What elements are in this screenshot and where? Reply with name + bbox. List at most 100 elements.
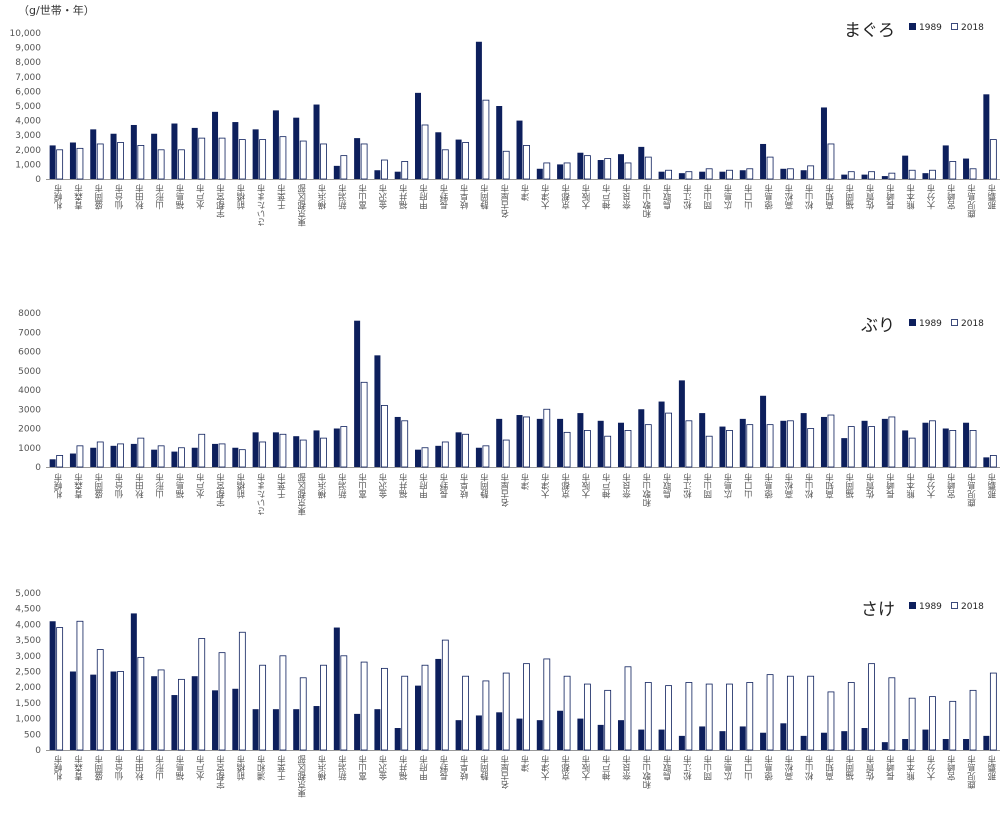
- bar-2018: [786, 168, 794, 180]
- bar-1989: [861, 728, 868, 750]
- bar-2018: [320, 437, 327, 468]
- category-label: 山口市: [744, 183, 754, 210]
- bar-2018: [462, 675, 470, 751]
- bar-2018: [827, 414, 835, 468]
- bar-2018: [604, 689, 612, 751]
- bar-2018: [929, 169, 936, 180]
- bar-1989: [272, 709, 279, 750]
- bar-2018: [746, 682, 754, 751]
- category-label: 福岡市: [846, 183, 856, 210]
- bar-2018: [299, 140, 307, 180]
- category-label: 新潟市: [338, 472, 348, 499]
- bar-2018: [563, 675, 571, 751]
- legend-swatch-1989: [909, 319, 916, 326]
- bar-2018: [502, 150, 510, 180]
- y-tick-label: 9,000: [15, 44, 41, 54]
- bar-2018: [543, 162, 551, 180]
- y-tick-label: 7000: [18, 328, 41, 338]
- category-label: 盛岡市: [94, 472, 104, 499]
- bar-1989: [415, 449, 422, 467]
- bar-2018: [502, 439, 510, 468]
- category-label: 大阪市: [582, 183, 592, 210]
- y-tick-label: 8000: [18, 309, 41, 319]
- category-label: 宮崎市: [947, 183, 957, 210]
- category-label: 宮崎市: [947, 472, 957, 499]
- bar-1989: [942, 739, 949, 750]
- category-label: 福島市: [176, 754, 186, 781]
- bar-1989: [232, 688, 239, 750]
- bar-2018: [157, 445, 165, 468]
- bar-1989: [597, 160, 604, 179]
- bar-1989: [760, 732, 767, 750]
- bar-2018: [969, 168, 977, 180]
- y-tick-label: 4000: [18, 386, 41, 396]
- bar-2018: [360, 143, 368, 180]
- category-label: 富山市: [358, 183, 368, 210]
- bar-2018: [381, 667, 388, 751]
- bar-2018: [340, 155, 348, 180]
- category-label: 岡山市: [703, 754, 713, 780]
- bar-2018: [827, 691, 835, 751]
- bar-2018: [705, 168, 713, 180]
- category-label: 松江市: [683, 183, 693, 210]
- bar-1989: [293, 436, 300, 467]
- bar-1989: [780, 420, 787, 467]
- bar-2018: [786, 420, 794, 468]
- category-label: 松山市: [805, 183, 815, 210]
- bar-1989: [638, 409, 645, 467]
- bar-1989: [902, 155, 909, 179]
- bar-1989: [942, 145, 949, 179]
- bar-2018: [807, 165, 815, 180]
- category-label: 宮崎市: [947, 754, 957, 781]
- bar-1989: [110, 133, 117, 179]
- bar-1989: [922, 173, 929, 179]
- bar-2018: [56, 455, 64, 468]
- bar-2018: [320, 143, 327, 180]
- category-label: 前橋市: [237, 183, 247, 210]
- category-label: 東京都区部: [297, 754, 307, 798]
- bar-1989: [252, 709, 259, 750]
- bar-2018: [908, 697, 916, 751]
- bar-1989: [354, 320, 361, 467]
- bar-1989: [678, 735, 685, 750]
- bar-2018: [847, 426, 855, 468]
- category-label: 福島市: [176, 472, 186, 499]
- bar-2018: [340, 655, 348, 751]
- bar-2018: [340, 426, 348, 468]
- bar-1989: [212, 443, 219, 467]
- bar-2018: [502, 672, 510, 751]
- category-label: 福井市: [399, 472, 409, 499]
- category-label: 高松市: [785, 183, 795, 210]
- bar-2018: [868, 171, 875, 180]
- y-tick-label: 5000: [18, 367, 41, 377]
- category-label: 水戸市: [196, 183, 206, 210]
- category-label: 長野市: [440, 472, 450, 498]
- bar-1989: [171, 695, 178, 750]
- bar-2018: [421, 447, 429, 468]
- bar-1989: [617, 422, 624, 467]
- bar-1989: [678, 380, 685, 467]
- bar-1989: [719, 171, 726, 179]
- bar-2018: [989, 672, 997, 751]
- bar-2018: [624, 666, 632, 751]
- category-label: 大津市: [541, 754, 551, 781]
- bar-2018: [462, 142, 470, 180]
- bar-2018: [604, 158, 612, 180]
- bar-2018: [299, 677, 307, 751]
- category-label: 熊本市: [906, 754, 916, 781]
- bar-2018: [360, 381, 368, 468]
- category-label: 長野市: [440, 183, 450, 209]
- bar-2018: [178, 149, 185, 180]
- bar-1989: [881, 418, 888, 467]
- category-label: 神戸市: [602, 754, 612, 781]
- category-label: 岐阜市: [460, 183, 470, 210]
- chart-title: さけ: [861, 600, 895, 620]
- bar-1989: [841, 731, 848, 750]
- bar-1989: [90, 129, 97, 179]
- bar-2018: [117, 671, 124, 751]
- bar-1989: [394, 728, 401, 750]
- bar-2018: [279, 433, 287, 468]
- bar-1989: [699, 726, 706, 750]
- category-label: 大分市: [927, 754, 937, 781]
- category-label: 鳥取市: [663, 472, 673, 499]
